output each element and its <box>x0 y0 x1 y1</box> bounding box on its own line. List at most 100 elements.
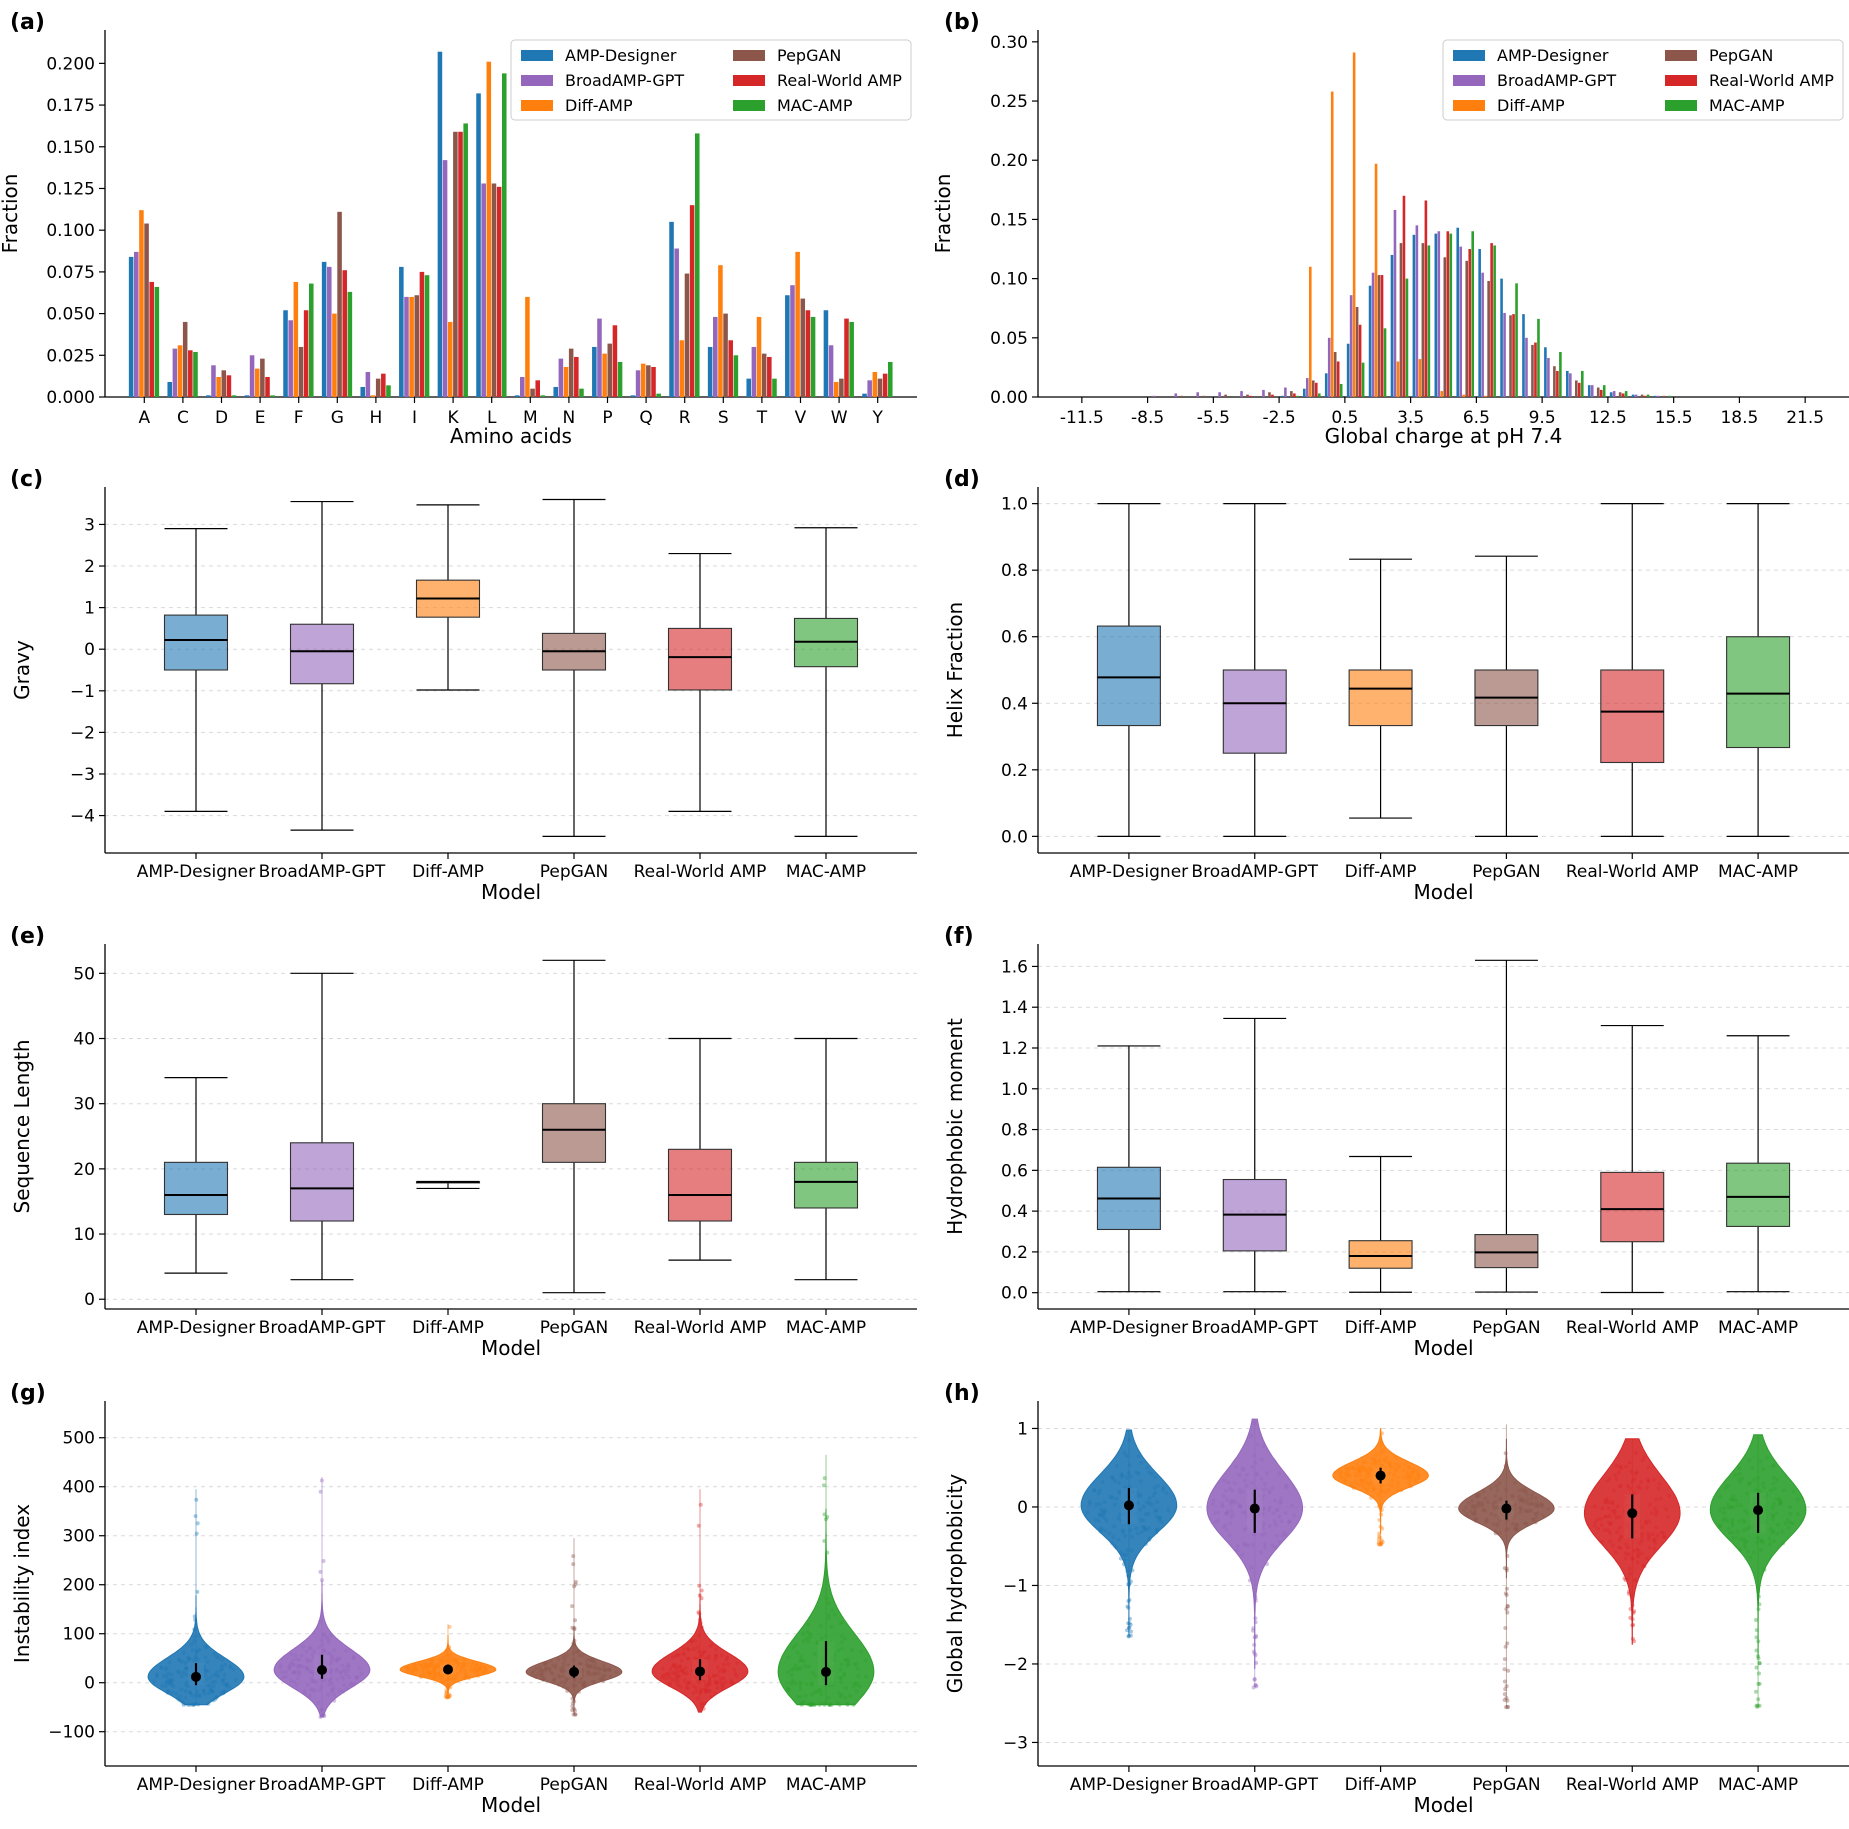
y-tick-label: −1 <box>1003 1576 1028 1596</box>
legend-swatch-broadamp-gpt <box>521 75 553 86</box>
bar-mac-amp-F <box>308 283 314 397</box>
bar-real-world-amp-Y <box>882 373 888 397</box>
bar-amp-designer-charge-14 <box>1631 394 1635 397</box>
bar-broadamp-gpt-charge-11 <box>1569 373 1572 397</box>
bar-mac-amp-A <box>154 286 160 397</box>
bar-amp-designer-charge-10 <box>1544 347 1547 397</box>
panel-a: (a) 0.000 0.025 0.050 0.075 0.100 0.125 0.150 0.… <box>0 10 917 448</box>
panel-c: (c) −4 −3 −2 −1 0 1 2 3 Model Gravy AMP-Designer Bro… <box>10 467 917 904</box>
data-point <box>1254 1684 1259 1689</box>
y-tick-label: 0.25 <box>990 92 1028 112</box>
bar-broadamp-gpt-charge-10 <box>1547 357 1550 397</box>
bar-real-world-amp-charge--3 <box>1271 394 1274 397</box>
bar-real-world-amp-L <box>496 186 502 397</box>
bar-amp-designer-A <box>128 256 134 397</box>
bar-diff-amp-charge-4 <box>1418 359 1422 397</box>
x-tick-label: BroadAMP-GPT <box>259 862 386 882</box>
bar-diff-amp-L <box>486 61 492 397</box>
bar-amp-designer-charge-15 <box>1653 395 1657 397</box>
violin-mac-amp <box>777 1454 875 1707</box>
bar-pepgan-T <box>761 353 767 397</box>
bar-real-world-amp-charge-9 <box>1534 342 1537 397</box>
x-tick-label: V <box>795 408 807 428</box>
data-point <box>1502 1692 1507 1697</box>
x-tick-label: Diff-AMP <box>1345 1318 1417 1338</box>
bar-pepgan-charge-8 <box>1509 315 1512 397</box>
box-iqr <box>1600 1171 1665 1243</box>
bar-real-world-amp-charge-1 <box>1358 324 1362 397</box>
box-pepgan <box>1474 555 1539 837</box>
bar-diff-amp-I <box>409 296 414 397</box>
box-iqr <box>289 623 355 685</box>
bar-real-world-amp-K <box>458 131 463 397</box>
box-real-world-amp <box>667 552 733 813</box>
bar-pepgan-N <box>568 348 574 397</box>
panel-label: (e) <box>10 924 45 949</box>
bar-pepgan-charge-3 <box>1399 243 1403 397</box>
x-tick-label: Y <box>872 408 884 428</box>
box-diff-amp <box>415 1180 481 1190</box>
bar-diff-amp-D <box>216 376 221 397</box>
data-point <box>448 1693 453 1698</box>
box-mac-amp <box>1726 1035 1791 1293</box>
legend-label-real-world-amp: Real-World AMP <box>1709 71 1834 90</box>
y-tick-label: 0.2 <box>1001 761 1028 781</box>
violin-broadamp-gpt <box>1206 1418 1303 1690</box>
x-tick-label: M <box>523 408 538 428</box>
y-tick-label: 0.0 <box>1001 827 1028 847</box>
x-tick-label: Diff-AMP <box>412 1318 484 1338</box>
panel-label: (c) <box>10 467 43 492</box>
violin-median-dot <box>443 1664 453 1675</box>
bar-amp-designer-charge-6 <box>1456 227 1460 397</box>
x-tick-label: 21.5 <box>1786 408 1824 428</box>
box-iqr <box>163 1161 229 1216</box>
bar-mac-amp-Y <box>887 361 893 397</box>
bar-diff-amp-C <box>177 345 183 397</box>
bar-diff-amp-F <box>293 281 299 397</box>
data-point <box>195 1521 200 1526</box>
data-point <box>1630 1636 1635 1641</box>
legend: AMP-Designer BroadAMP-GPT Diff-AMP PepGAN Re… <box>1442 39 1844 121</box>
x-tick-label: 12.5 <box>1589 408 1627 428</box>
bar-pepgan-D <box>221 370 227 397</box>
data-point <box>1128 1633 1133 1638</box>
bar-broadamp-gpt-M <box>520 376 525 397</box>
bar-amp-designer-charge--2 <box>1281 395 1284 397</box>
bar-pepgan-P <box>607 343 613 397</box>
bar-broadamp-gpt-charge--7 <box>1174 393 1178 397</box>
violin-median-dot <box>1501 1503 1512 1514</box>
bar-amp-designer-M <box>514 395 520 397</box>
x-tick-label: Real-World AMP <box>1566 862 1699 882</box>
bar-mac-amp-charge-7 <box>1493 245 1496 397</box>
bar-mac-amp-charge-10 <box>1559 352 1562 397</box>
bar-pepgan-H <box>375 378 381 397</box>
data-point <box>1502 1667 1507 1672</box>
box-iqr <box>667 627 733 691</box>
y-tick-label: 0.8 <box>1001 561 1028 581</box>
bar-broadamp-gpt-charge-13 <box>1612 391 1616 397</box>
bar-pepgan-charge-4 <box>1421 243 1425 397</box>
data-point <box>570 1704 575 1709</box>
y-tick-label: 500 <box>63 1429 95 1449</box>
box-iqr <box>541 1103 607 1163</box>
x-axis-label: Model <box>1413 1336 1473 1360</box>
bar-mac-amp-charge--1 <box>1317 393 1321 397</box>
x-tick-label: H <box>370 408 383 428</box>
bar-mac-amp-G <box>347 291 353 397</box>
bar-amp-designer-charge-2 <box>1368 285 1372 397</box>
bar-pepgan-charge-5 <box>1443 257 1447 397</box>
bar-broadamp-gpt-F <box>288 320 293 397</box>
box-diff-amp <box>1348 1155 1413 1293</box>
x-tick-label: Diff-AMP <box>412 1775 484 1795</box>
bar-mac-amp-W <box>849 321 854 397</box>
y-tick-label: 0.050 <box>46 305 95 325</box>
bar-real-world-amp-G <box>342 270 347 397</box>
data-point <box>1380 1540 1385 1545</box>
data-point <box>571 1562 576 1567</box>
bar-real-world-amp-charge-14 <box>1643 395 1647 397</box>
bar-amp-designer-N <box>553 386 559 397</box>
bar-real-world-amp-C <box>188 350 193 397</box>
bar-broadamp-gpt-T <box>751 346 757 397</box>
x-axis-label: Model <box>1413 1793 1473 1817</box>
box-real-world-amp <box>1600 503 1665 837</box>
